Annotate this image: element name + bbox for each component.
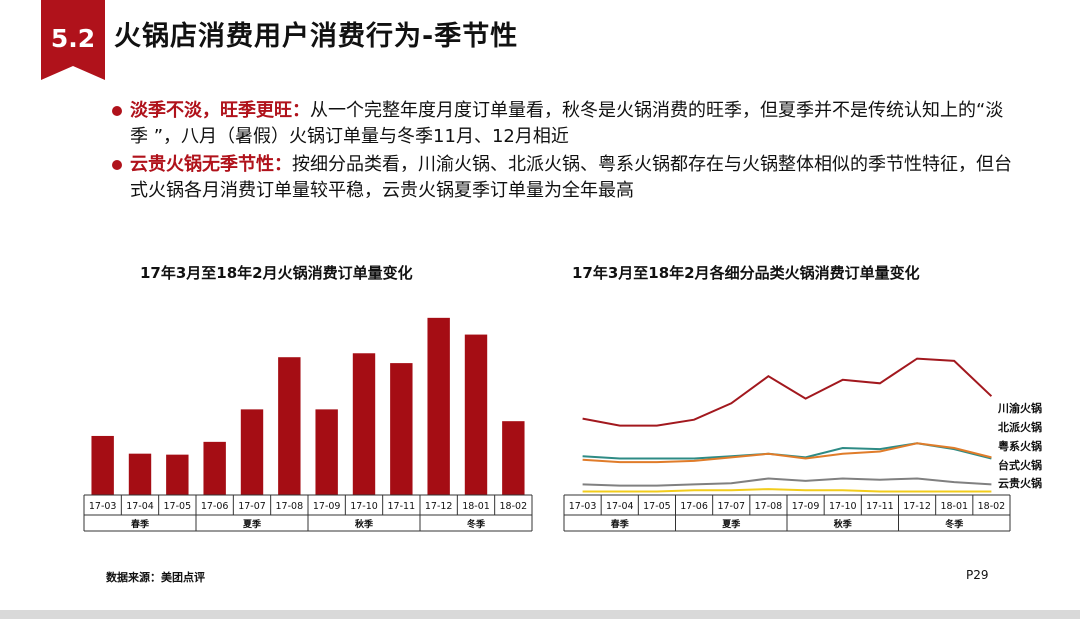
x-tick-label: 17-04 <box>606 501 634 512</box>
x-tick-label: 17-12 <box>903 501 931 512</box>
x-tick-label: 18-02 <box>500 501 528 512</box>
x-tick-label: 17-09 <box>792 501 820 512</box>
x-tick-label: 17-07 <box>238 501 266 512</box>
bar-17-09 <box>315 409 338 495</box>
page-number: P29 <box>966 568 989 582</box>
season-label: 秋季 <box>354 518 374 530</box>
x-tick-label: 18-01 <box>940 501 968 512</box>
series-line-台式火锅 <box>582 442 992 464</box>
page-title: 火锅店消费用户消费行为-季节性 <box>114 21 519 52</box>
legend-label: 台式火锅 <box>998 458 1042 472</box>
x-tick-label: 17-08 <box>755 501 783 512</box>
bar-17-06 <box>203 441 226 495</box>
bullet-item: 淡季不淡，旺季更旺：从一个完整年度月度订单量看，秋冬是火锅消费的旺季，但夏季并不… <box>112 98 1012 150</box>
bar-17-05 <box>166 454 189 495</box>
legend-label: 粤系火锅 <box>998 439 1042 453</box>
x-tick-label: 17-10 <box>350 501 378 512</box>
series-line-云贵火锅 <box>582 488 992 493</box>
bar-17-10 <box>352 353 376 495</box>
series-line-川渝火锅 <box>582 357 993 427</box>
x-tick-label: 17-03 <box>569 501 597 512</box>
season-label: 夏季 <box>721 518 741 530</box>
bar-17-12 <box>427 317 450 495</box>
bullet-text: 按细分品类看，川渝火锅、北派火锅、粤系火锅都存在与火锅整体相似的季节性特征，但台… <box>130 154 1012 201</box>
bullet-dot-icon <box>112 160 122 170</box>
bullet-text: 从一个完整年度月度订单量看，秋冬是火锅消费的旺季，但夏季并不是传统认知上的“淡季… <box>130 100 1004 147</box>
x-tick-label: 17-12 <box>425 501 453 512</box>
season-label: 夏季 <box>242 518 262 530</box>
x-tick-label: 17-09 <box>313 501 341 512</box>
x-tick-label: 17-07 <box>717 501 745 512</box>
x-tick-label: 17-06 <box>680 501 708 512</box>
season-label: 春季 <box>610 518 630 530</box>
section-number: 5.2 <box>51 24 95 53</box>
x-tick-label: 18-01 <box>462 501 490 512</box>
bar-17-08 <box>278 357 301 495</box>
data-source: 数据来源：美团点评 <box>106 571 205 584</box>
x-tick-label: 17-11 <box>866 501 894 512</box>
x-tick-label: 17-05 <box>164 501 192 512</box>
legend-label: 川渝火锅 <box>997 401 1042 415</box>
season-label: 冬季 <box>945 518 964 530</box>
x-tick-label: 17-05 <box>643 501 671 512</box>
bar-17-04 <box>128 453 152 495</box>
bullet-highlight: 云贵火锅无季节性： <box>130 154 292 175</box>
bar-chart: 17-03 17-04 17-05 17-06 17-07 17-08 17-09 17-10… <box>83 317 533 532</box>
legend-label: 北派火锅 <box>998 420 1042 434</box>
bar-17-07 <box>240 409 264 495</box>
bullet-item: 云贵火锅无季节性：按细分品类看，川渝火锅、北派火锅、粤系火锅都存在与火锅整体相似… <box>112 152 1012 204</box>
bar-18-02 <box>502 421 525 495</box>
bar-17-11 <box>390 363 413 495</box>
legend-label: 云贵火锅 <box>998 476 1042 490</box>
line-chart-title: 17年3月至18年2月各细分品类火锅消费订单量变化 <box>572 264 920 282</box>
x-tick-label: 17-10 <box>829 501 857 512</box>
x-tick-label: 17-03 <box>89 501 117 512</box>
bar-18-01 <box>464 334 488 495</box>
x-tick-label: 17-11 <box>388 501 416 512</box>
x-tick-label: 17-08 <box>276 501 304 512</box>
season-label: 冬季 <box>467 518 486 530</box>
bullet-dot-icon <box>112 106 122 116</box>
bullet-list: 淡季不淡，旺季更旺：从一个完整年度月度订单量看，秋冬是火锅消费的旺季，但夏季并不… <box>112 98 1012 206</box>
x-tick-label: 17-04 <box>126 501 154 512</box>
season-label: 春季 <box>130 518 150 530</box>
bullet-highlight: 淡季不淡，旺季更旺： <box>130 100 310 121</box>
bar-chart-title: 17年3月至18年2月火锅消费订单量变化 <box>140 264 413 282</box>
bar-17-03 <box>91 435 114 495</box>
footer-bar <box>0 610 1080 619</box>
x-tick-label: 17-06 <box>201 501 229 512</box>
series-line-粤系火锅 <box>582 477 992 487</box>
section-badge: 5.2 <box>41 0 105 80</box>
season-label: 秋季 <box>833 518 853 530</box>
x-tick-label: 18-02 <box>978 501 1006 512</box>
